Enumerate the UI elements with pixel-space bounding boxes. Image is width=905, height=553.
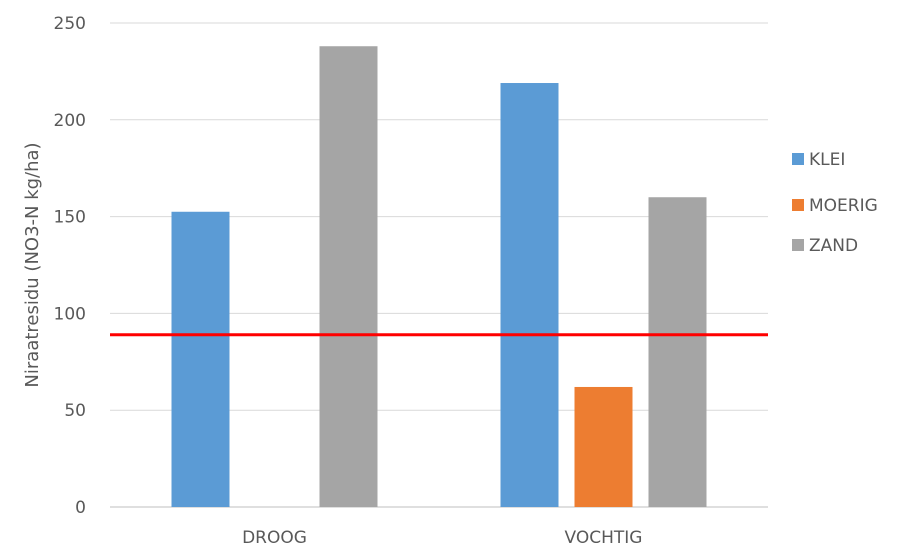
bar-zand-droog bbox=[319, 46, 378, 508]
y-tick-label: 150 bbox=[54, 208, 86, 228]
legend-label-klei: KLEI bbox=[809, 150, 845, 170]
y-tick-label: 250 bbox=[54, 14, 86, 34]
bar-klei-droog bbox=[171, 211, 230, 507]
bar-klei-vochtig bbox=[500, 83, 559, 508]
legend-swatch-zand bbox=[792, 239, 804, 251]
bar-moerig-vochtig bbox=[574, 386, 633, 507]
x-category-label: DROOG bbox=[242, 528, 307, 548]
bar-zand-vochtig bbox=[648, 197, 707, 508]
y-tick-label: 200 bbox=[54, 111, 86, 131]
legend-swatch-klei bbox=[792, 153, 804, 165]
y-axis-ticks: 0 50 100 150 200 250 bbox=[54, 14, 86, 518]
y-tick-label: 100 bbox=[54, 304, 86, 324]
y-axis-label: Niraatresidu (NO3-N kg/ha) bbox=[22, 142, 43, 387]
legend-swatch-moerig bbox=[792, 199, 804, 211]
bars bbox=[171, 46, 707, 508]
y-tick-label: 0 bbox=[75, 498, 86, 518]
legend-label-moerig: MOERIG bbox=[809, 196, 878, 216]
x-axis-categories: DROOG VOCHTIG bbox=[242, 528, 642, 548]
y-tick-label: 50 bbox=[64, 401, 86, 421]
legend-label-zand: ZAND bbox=[809, 236, 858, 256]
legend: KLEI MOERIG ZAND bbox=[792, 150, 878, 256]
x-category-label: VOCHTIG bbox=[565, 528, 643, 548]
